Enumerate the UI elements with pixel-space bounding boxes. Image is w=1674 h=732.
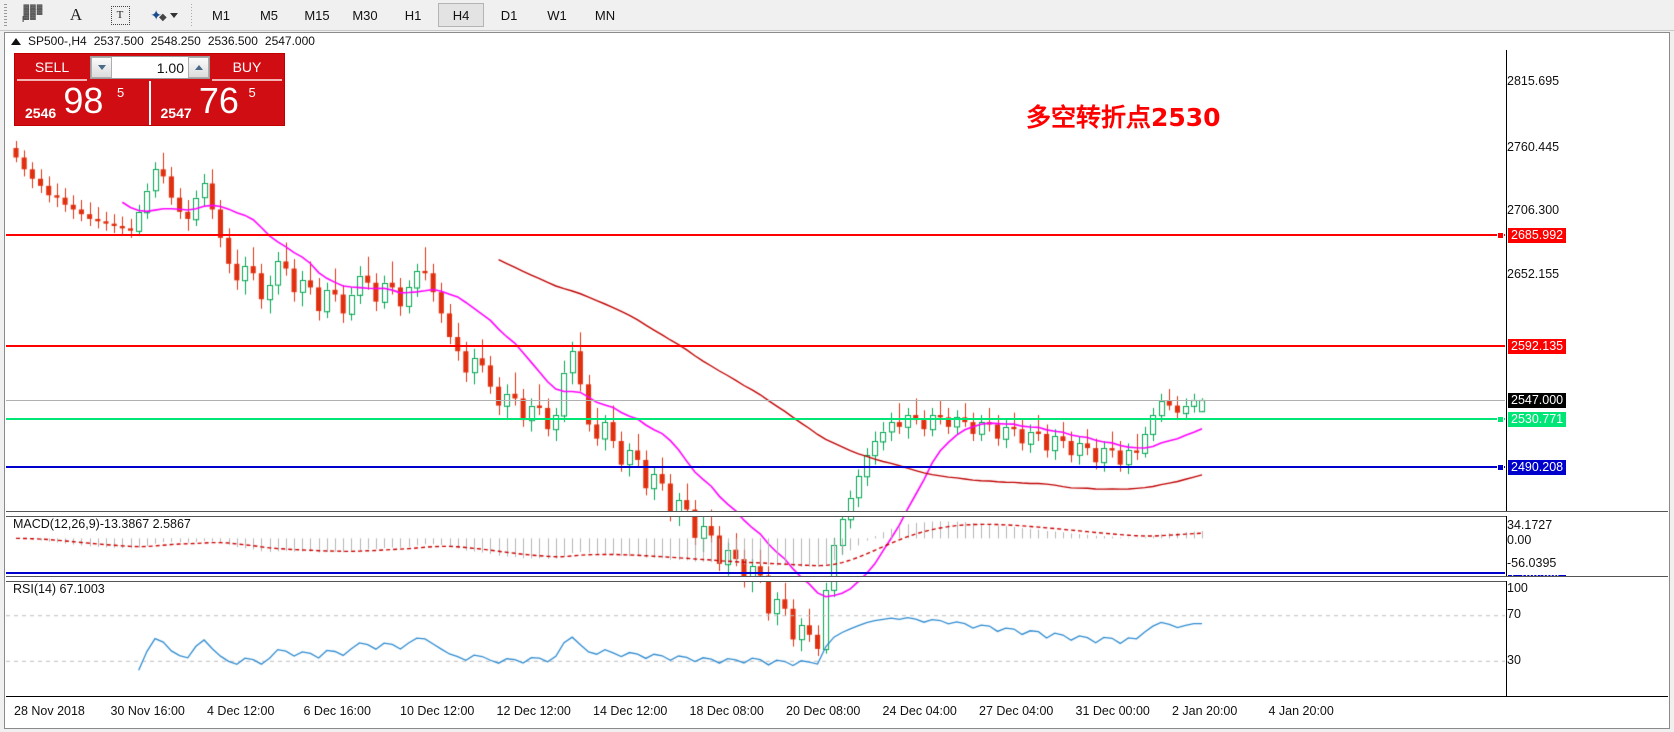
sell-price-cell[interactable]: 2546 98 5: [15, 80, 151, 125]
timeframe-d1[interactable]: D1: [500, 7, 518, 23]
time-label: 2 Jan 20:00: [1172, 704, 1238, 718]
macd-plot-area[interactable]: [6, 516, 1505, 575]
price-tag-last: 2547.000: [1508, 392, 1567, 408]
volume-decrease-button[interactable]: [91, 57, 112, 78]
cursor-crosshair-icon[interactable]: ▩▩▩ ▩▩▩ ▩▩ F: [22, 4, 43, 24]
chart-window[interactable]: SP500-,H4 2537.500 2548.250 2536.500 254…: [4, 32, 1670, 729]
time-axis[interactable]: 28 Nov 2018 30 Nov 16:00 4 Dec 12:00 6 D…: [6, 696, 1668, 728]
timeframe-mn[interactable]: MN: [594, 7, 616, 23]
quote-close: 2547.000: [264, 34, 315, 48]
sell-price-fraction: 5: [117, 85, 125, 100]
time-label: 30 Nov 16:00: [110, 704, 185, 718]
buy-price-integer: 2547: [160, 105, 192, 121]
rsi-tick: 30: [1507, 652, 1521, 667]
trade-price-row: 2546 98 5 2547 76 5: [15, 80, 285, 125]
time-label: 28 Nov 2018: [14, 704, 85, 718]
time-label: 6 Dec 16:00: [303, 704, 371, 718]
resistance-line-2685[interactable]: [6, 234, 1505, 237]
objects-icon[interactable]: ✦ ◆: [142, 1, 186, 29]
last-price-line: [6, 399, 1505, 401]
chart-quote-line: SP500-,H4 2537.500 2548.250 2536.500 254…: [5, 33, 1669, 49]
sell-price-main: 98: [63, 80, 104, 121]
macd-axis: 34.1727 0.00 -56.0395: [1506, 516, 1668, 575]
toolbar-separator: [191, 4, 192, 26]
timeframe-m30[interactable]: M30: [352, 7, 378, 23]
time-label: 4 Jan 20:00: [1268, 704, 1334, 718]
macd-canvas: [6, 516, 1505, 575]
buy-button[interactable]: BUY: [212, 54, 282, 81]
volume-stepper[interactable]: 1.00: [90, 56, 210, 79]
sell-price-integer: 2546: [25, 105, 57, 121]
one-click-trading-panel[interactable]: SELL 1.00 BUY 2546 98 5 2547 76 5: [14, 53, 285, 126]
trade-controls-row: SELL 1.00 BUY: [15, 54, 284, 81]
price-tick: 2652.155: [1507, 267, 1560, 282]
time-label: 10 Dec 12:00: [400, 704, 475, 718]
text-tool-icon[interactable]: A: [69, 5, 83, 24]
timeframe-m1[interactable]: M1: [211, 7, 231, 23]
time-label: 20 Dec 08:00: [786, 704, 861, 718]
rsi-tick: 100: [1507, 581, 1528, 595]
collapse-icon[interactable]: [11, 37, 21, 45]
price-tag-pivot: 2530.771: [1508, 411, 1567, 427]
quote-open: 2537.500: [93, 34, 144, 48]
buy-price-main: 76: [198, 80, 239, 121]
time-label: 4 Dec 12:00: [207, 704, 275, 718]
time-label: 24 Dec 04:00: [882, 704, 957, 718]
rsi-tick: 70: [1507, 607, 1521, 622]
chevron-down-icon[interactable]: [169, 12, 178, 18]
price-tag-resistance: 2592.135: [1508, 339, 1567, 355]
level-drag-handle[interactable]: [1497, 463, 1504, 471]
price-tag-resistance: 2685.992: [1508, 228, 1567, 244]
level-drag-handle[interactable]: [1497, 415, 1504, 423]
pivot-line-2530[interactable]: [6, 417, 1505, 420]
chart-annotation-text[interactable]: 多空转折点2530: [1026, 103, 1221, 132]
rsi-canvas: [6, 581, 1505, 695]
buy-price-fraction: 5: [248, 85, 256, 100]
volume-value[interactable]: 1.00: [156, 59, 184, 76]
chart-toolbar: ▩▩▩ ▩▩▩ ▩▩ F A T ✦ ◆ M1 M5 M15 M30 H1 H4 D…: [0, 0, 1674, 31]
timeframe-m5[interactable]: M5: [259, 7, 279, 23]
price-tick: 2760.445: [1507, 139, 1560, 154]
time-label: 12 Dec 12:00: [496, 704, 571, 718]
price-tick: 2815.695: [1507, 74, 1560, 89]
price-tag-support: 2490.208: [1508, 459, 1567, 475]
macd-tick: 0.00: [1507, 533, 1532, 547]
price-tick: 2706.300: [1507, 203, 1560, 218]
timeframe-h1[interactable]: H1: [404, 7, 422, 23]
resistance-line-2592[interactable]: [6, 345, 1505, 348]
volume-increase-button[interactable]: [188, 57, 209, 78]
time-label: 14 Dec 12:00: [593, 704, 668, 718]
timeframe-m15[interactable]: M15: [304, 7, 330, 23]
quote-low: 2536.500: [207, 34, 258, 48]
text-label-icon[interactable]: T: [98, 1, 142, 29]
chart-symbol: SP500-,H4: [28, 34, 87, 48]
time-label: 27 Dec 04:00: [979, 704, 1054, 718]
buy-price-cell[interactable]: 2547 76 5: [151, 80, 285, 125]
support-line-2490[interactable]: [6, 465, 1505, 468]
quote-high: 2548.250: [150, 34, 201, 48]
time-label: 31 Dec 00:00: [1075, 704, 1150, 718]
macd-tick: -56.0395: [1507, 556, 1557, 570]
timeframe-w1[interactable]: W1: [547, 7, 567, 23]
rsi-axis: 100 70 30: [1506, 581, 1668, 696]
macd-tick: 34.1727: [1507, 518, 1553, 532]
rsi-label: RSI(14) 67.1003: [13, 582, 105, 596]
time-label: 18 Dec 08:00: [689, 704, 764, 718]
level-drag-handle[interactable]: [1497, 232, 1504, 240]
rsi-plot-area[interactable]: [6, 581, 1505, 695]
timeframe-h4[interactable]: H4: [438, 3, 484, 27]
toolbar-grip[interactable]: [0, 2, 10, 28]
sell-button[interactable]: SELL: [17, 54, 87, 81]
macd-label: MACD(12,26,9)-13.3867 2.5867: [13, 517, 191, 531]
